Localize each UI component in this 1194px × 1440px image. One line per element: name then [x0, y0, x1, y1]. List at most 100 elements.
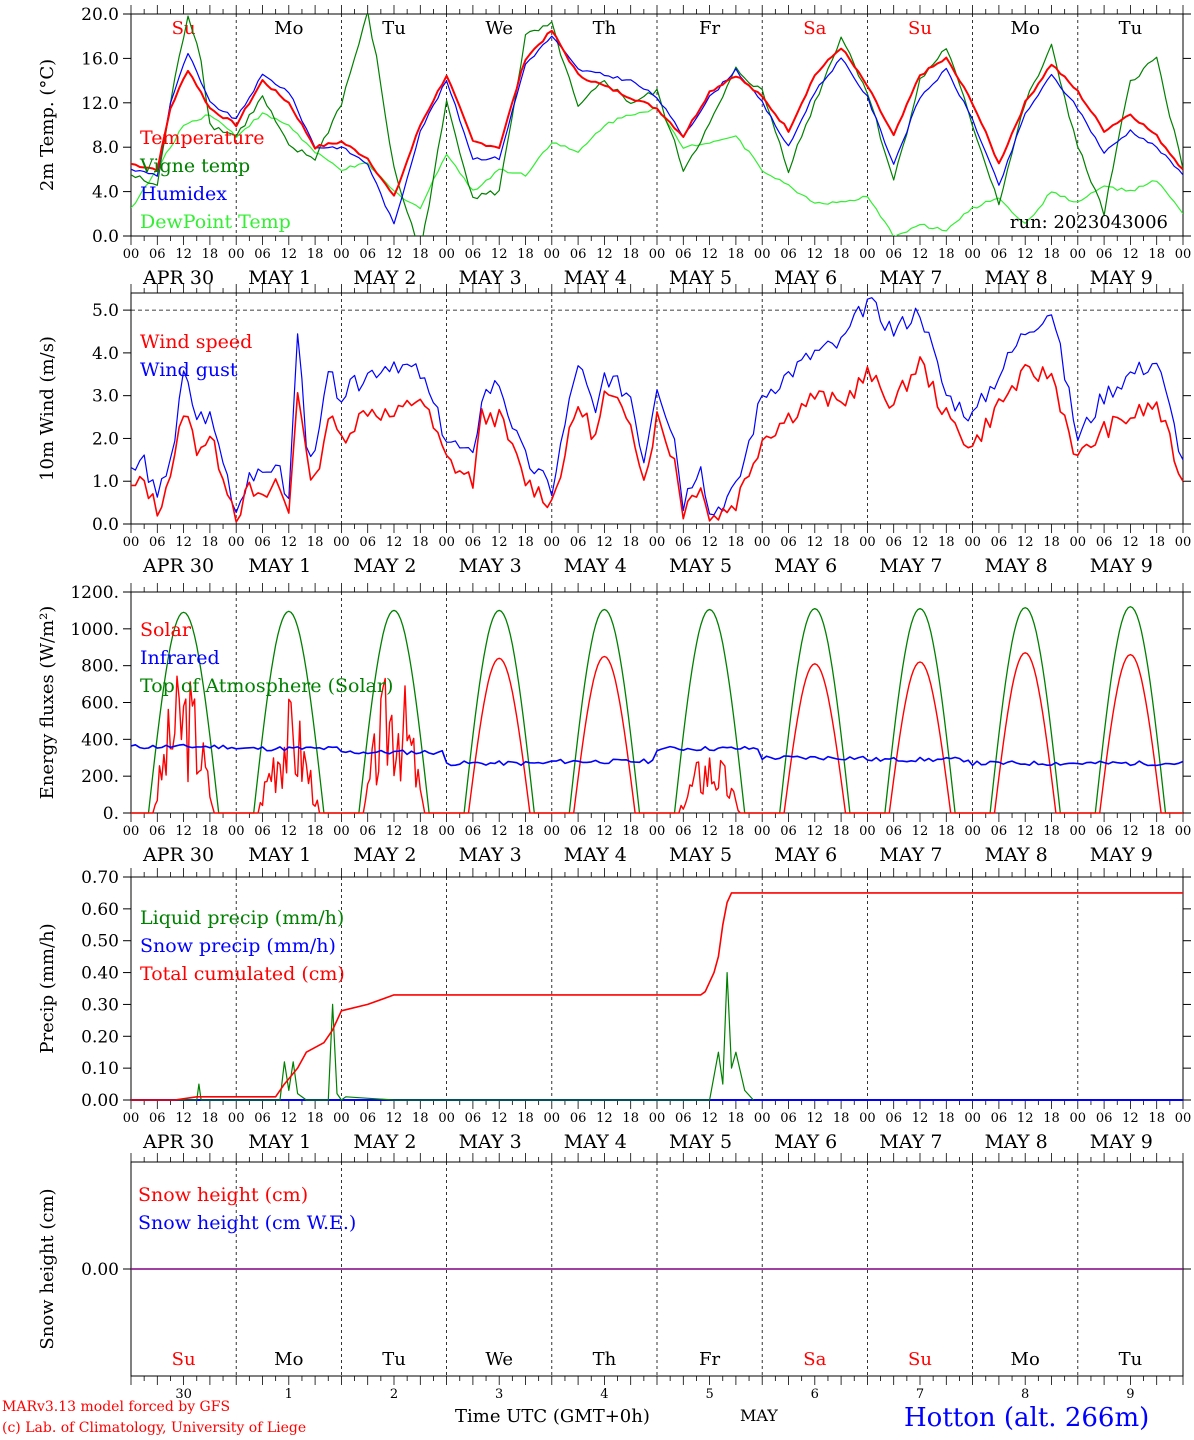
panel-2-hour-label: 00 — [1175, 535, 1192, 550]
panel-1-hour-label: 12 — [807, 247, 824, 262]
panel-4-hour-label: 00 — [438, 1111, 455, 1126]
panel-3-hour-label: 06 — [465, 824, 482, 839]
panel-2-hour-label: 06 — [359, 535, 376, 550]
panel-2-hour-label: 06 — [570, 535, 587, 550]
panel-4-hour-label: 06 — [359, 1111, 376, 1126]
panel-3-hour-label: 06 — [359, 824, 376, 839]
panel-1-ylabel: 2m Temp. (°C) — [37, 59, 58, 191]
run-annotation: run: 2023043006 — [1010, 212, 1168, 233]
panel-4-hour-label: 12 — [912, 1111, 929, 1126]
panel-4-ytick-label: 0.00 — [81, 1091, 119, 1111]
panel-2-hour-label: 12 — [701, 535, 718, 550]
panel-3-hour-label: 00 — [649, 824, 666, 839]
panel-4-date-label: MAY 1 — [248, 1131, 311, 1153]
panel-1-date-label: APR 30 — [142, 267, 214, 289]
panel-1-hour-label: 12 — [1122, 247, 1139, 262]
panel-1-date-label: MAY 2 — [353, 267, 416, 289]
infrared-series — [130, 743, 1184, 767]
panel-3-hour-label: 06 — [991, 824, 1008, 839]
panel-2-hour-label: 18 — [622, 535, 639, 550]
station-label: Hotton (alt. 266m) — [904, 1403, 1150, 1433]
panel-4-ytick-label: 0.10 — [81, 1059, 119, 1079]
panel-4-hour-label: 18 — [202, 1111, 219, 1126]
panel-4-date-label: APR 30 — [142, 1131, 214, 1153]
panel-3-ylabel: Energy fluxes (W/m²) — [37, 606, 58, 800]
panel-2-hour-label: 00 — [964, 535, 981, 550]
panel-4-legend-1: Snow precip (mm/h) — [140, 935, 336, 957]
panel-5-daynumber: 30 — [175, 1387, 192, 1402]
panel-2-hour-label: 12 — [175, 535, 192, 550]
panel-2-ytick-label: 0.0 — [92, 515, 119, 535]
panel-1-hour-label: 00 — [123, 247, 140, 262]
panel-3-hour-label: 06 — [254, 824, 271, 839]
panel-5-daycode: Fr — [699, 1349, 720, 1370]
panel-2-hour-label: 00 — [754, 535, 771, 550]
panel-4-date-label: MAY 5 — [669, 1131, 732, 1153]
panel-4-hour-label: 06 — [991, 1111, 1008, 1126]
total-cumulated-series — [131, 892, 1183, 1101]
panel-3-hour-label: 18 — [412, 824, 429, 839]
panel-1-ytick-label: 8.0 — [92, 138, 119, 158]
panel-4-hour-label: 00 — [123, 1111, 140, 1126]
panel-3-hour-label: 06 — [570, 824, 587, 839]
panel-2-hour-label: 18 — [412, 535, 429, 550]
panel-4-hour-label: 06 — [149, 1111, 166, 1126]
panel-1-ytick-label: 20.0 — [81, 5, 119, 25]
panel-3-hour-label: 00 — [228, 824, 245, 839]
panel-1-series — [131, 14, 1183, 236]
panel-3-hour-label: 00 — [754, 824, 771, 839]
panel-4-hour-label: 18 — [517, 1111, 534, 1126]
panel-2-hour-label: 00 — [333, 535, 350, 550]
panel-1-hour-label: 06 — [465, 247, 482, 262]
panel-4-hour-label: 00 — [544, 1111, 561, 1126]
panel-5-ytick-label: 0.00 — [81, 1260, 119, 1280]
panel-4-hour-label: 00 — [1070, 1111, 1087, 1126]
temp-series-0 — [131, 29, 1183, 197]
month-label: MAY — [740, 1406, 778, 1425]
panel-4-hour-label: 18 — [1148, 1111, 1165, 1126]
panel-3-hour-label: 18 — [517, 824, 534, 839]
panel-1-date-label: MAY 1 — [248, 267, 311, 289]
panel-5-daynumber: 3 — [495, 1387, 503, 1402]
panel-1-daycode: Tu — [382, 18, 406, 39]
panel-4-ytick-label: 0.60 — [81, 900, 119, 920]
panel-1-date-label: MAY 3 — [459, 267, 522, 289]
panel-2-hour-label: 06 — [885, 535, 902, 550]
panel-4-date-label: MAY 8 — [985, 1131, 1048, 1153]
panel-1-hour-label: 18 — [1148, 247, 1165, 262]
panel-4-hour-label: 06 — [570, 1111, 587, 1126]
panel-2-hour-label: 12 — [912, 535, 929, 550]
panel-1-hour-label: 06 — [991, 247, 1008, 262]
panel-3-ytick-label: 1000. — [70, 620, 119, 640]
panel-4-hour-label: 00 — [333, 1111, 350, 1126]
panel-1-hour-label: 18 — [307, 247, 324, 262]
panel-5-daynumber: 7 — [916, 1387, 924, 1402]
panel-3-date-label: MAY 8 — [985, 844, 1048, 866]
panel-5-daynumber: 5 — [705, 1387, 713, 1402]
panel-3-hour-label: 12 — [386, 824, 403, 839]
panel-5-daynumber: 4 — [600, 1387, 608, 1402]
panel-3-hour-label: 00 — [859, 824, 876, 839]
panel-2-hour-label: 00 — [228, 535, 245, 550]
model-credit: MARv3.13 model forced by GFS — [2, 1399, 231, 1415]
panel-1-hour-label: 12 — [175, 247, 192, 262]
temp-series-2 — [131, 35, 1183, 225]
panel-2-date-label: MAY 8 — [985, 555, 1048, 577]
panel-1-hour-label: 12 — [701, 247, 718, 262]
panel-4-hour-label: 12 — [281, 1111, 298, 1126]
panel-1-hour-label: 00 — [1175, 247, 1192, 262]
panel-4-hour-label: 00 — [964, 1111, 981, 1126]
panel-1-hour-label: 12 — [912, 247, 929, 262]
panel-2-ytick-label: 3.0 — [92, 387, 119, 407]
panel-2-hour-label: 00 — [1070, 535, 1087, 550]
panel-4-hour-label: 18 — [412, 1111, 429, 1126]
panel-3-hour-label: 18 — [728, 824, 745, 839]
panel-4-hour-label: 18 — [833, 1111, 850, 1126]
panel-1-hour-label: 00 — [333, 247, 350, 262]
panel-1-hour-label: 18 — [728, 247, 745, 262]
panel-3-hour-label: 18 — [307, 824, 324, 839]
panel-3-hour-label: 18 — [1043, 824, 1060, 839]
panel-3-hour-label: 06 — [1096, 824, 1113, 839]
panel-3-hour-label: 06 — [780, 824, 797, 839]
panel-4-hour-label: 00 — [754, 1111, 771, 1126]
